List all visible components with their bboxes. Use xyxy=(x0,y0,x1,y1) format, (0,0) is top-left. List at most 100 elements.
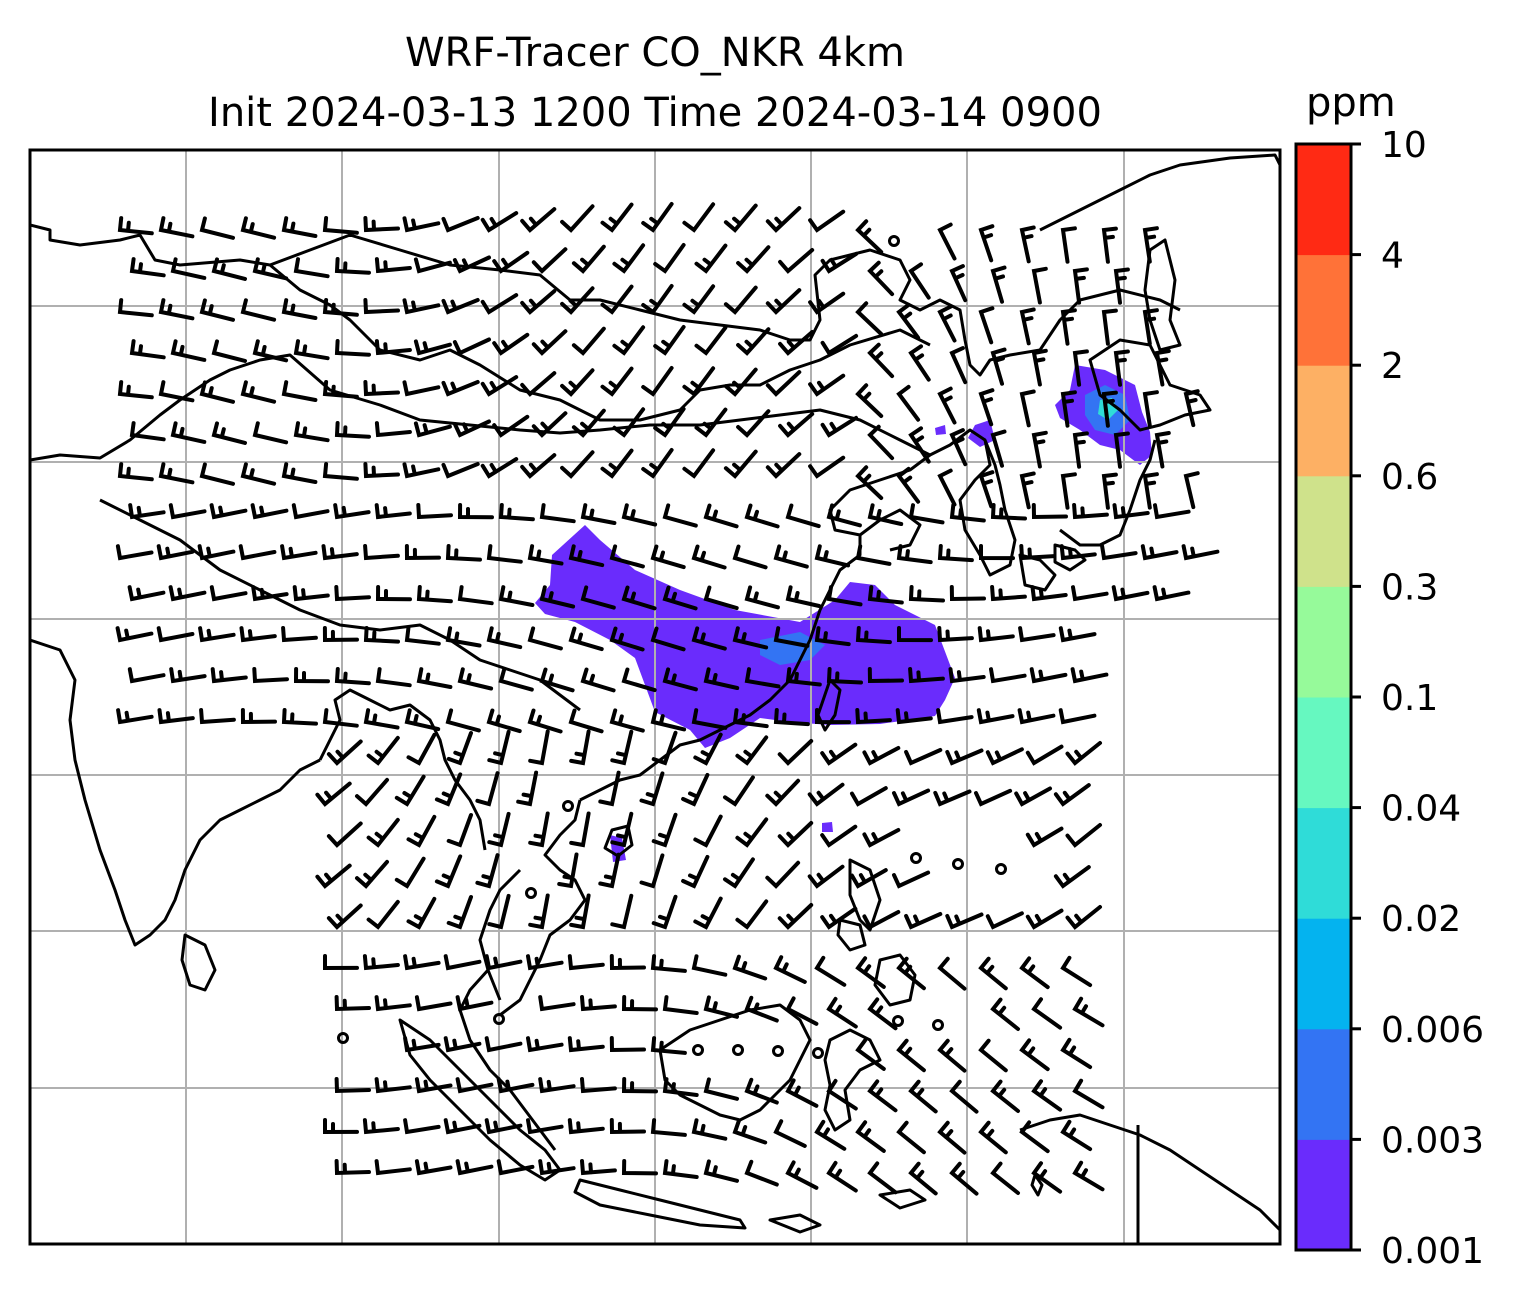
wind-barb xyxy=(334,339,371,357)
wind-barb xyxy=(452,255,491,274)
wind-barb xyxy=(539,585,576,609)
wind-barb xyxy=(363,626,400,644)
wind-barb xyxy=(600,202,634,233)
wind-barb xyxy=(362,954,400,971)
wind-barb xyxy=(609,1036,646,1053)
wind-barb xyxy=(445,708,481,733)
wind-barb xyxy=(1031,430,1048,469)
wind-barb xyxy=(129,339,166,360)
wind-barb xyxy=(650,954,687,973)
map-title-line2: Init 2024-03-13 1200 Time 2024-03-14 090… xyxy=(208,90,1102,136)
wind-barb xyxy=(653,325,686,356)
wind-barb xyxy=(1031,1079,1063,1112)
wind-barb xyxy=(826,585,863,607)
wind-barb xyxy=(653,407,686,438)
wind-barb xyxy=(867,1079,898,1113)
wind-barb xyxy=(363,216,400,233)
wind-barb xyxy=(526,1118,564,1135)
wind-barb xyxy=(1060,226,1077,264)
wind-barb xyxy=(402,298,441,315)
wind-barb xyxy=(732,1118,768,1145)
wind-barb xyxy=(850,868,888,889)
wind-barb xyxy=(612,325,646,356)
wind-barb xyxy=(374,339,412,356)
wind-barb xyxy=(326,903,363,930)
wind-barb xyxy=(375,667,412,688)
wind-barb xyxy=(560,286,595,315)
wind-barb xyxy=(280,544,318,561)
wind-barb xyxy=(985,911,1024,930)
wind-barb xyxy=(612,407,646,438)
wind-barb xyxy=(1058,708,1097,725)
wind-barb xyxy=(199,298,235,322)
wind-barb xyxy=(355,777,389,807)
wind-barb xyxy=(568,544,605,568)
wind-barb xyxy=(434,772,463,807)
colorbar-segment xyxy=(1296,254,1351,366)
wind-barb xyxy=(117,462,154,482)
wind-barb xyxy=(621,995,658,1012)
wind-barb xyxy=(211,339,247,363)
wind-barb xyxy=(239,626,277,643)
wind-barb xyxy=(897,626,933,643)
wind-barb xyxy=(580,1159,617,1176)
wind-barb xyxy=(867,260,895,297)
wind-barb xyxy=(855,708,892,725)
calm-wind-circle xyxy=(892,1015,904,1027)
wind-barb xyxy=(334,585,371,602)
wind-barb xyxy=(363,380,400,397)
wind-barb xyxy=(475,853,500,889)
wind-barb xyxy=(650,1036,687,1055)
wind-barb xyxy=(496,1159,535,1176)
wind-barb xyxy=(1019,544,1056,561)
wind-barb xyxy=(765,288,802,315)
wind-barb xyxy=(156,626,195,643)
wind-barb xyxy=(1154,431,1171,469)
wind-barb xyxy=(736,245,771,274)
malay-peninsula xyxy=(458,968,557,1151)
wind-barb xyxy=(567,1036,605,1053)
wind-barb xyxy=(610,893,634,930)
wind-barb xyxy=(1111,585,1150,602)
calm-wind-markers xyxy=(337,235,1007,1059)
wind-barb xyxy=(334,257,371,275)
wind-barb xyxy=(413,421,452,438)
wind-barb xyxy=(990,997,1020,1031)
wind-barb xyxy=(531,411,568,438)
colorbar-tick-label: 0.003 xyxy=(1381,1120,1484,1161)
wind-barb xyxy=(1101,308,1118,346)
wind-barb xyxy=(115,544,154,561)
wind-barb xyxy=(452,337,491,356)
wind-barb xyxy=(487,893,511,930)
wind-barb xyxy=(694,243,728,274)
wind-barb xyxy=(785,1078,819,1108)
wind-barb xyxy=(1017,708,1056,725)
wind-barb xyxy=(867,342,895,379)
mongolia-border xyxy=(269,263,931,422)
wind-barb xyxy=(406,896,437,930)
wind-barb xyxy=(732,626,769,650)
wind-barb xyxy=(291,503,330,520)
wind-barb xyxy=(434,854,463,889)
calm-wind-circle xyxy=(910,852,922,864)
calm-wind-circle xyxy=(952,858,964,870)
wind-barb xyxy=(240,380,277,404)
wind-barb xyxy=(322,708,359,728)
wind-barb xyxy=(896,1038,926,1073)
wind-barb xyxy=(785,585,822,608)
wind-barb xyxy=(199,380,235,404)
wind-barb xyxy=(403,954,441,971)
wind-barb xyxy=(374,257,412,274)
wind-barb xyxy=(334,667,371,686)
wind-barb xyxy=(446,813,473,848)
wind-barb xyxy=(402,380,441,397)
wind-barb xyxy=(498,503,535,522)
wind-barb xyxy=(691,1118,728,1141)
wind-barb xyxy=(1153,503,1191,520)
wind-barb xyxy=(1101,472,1118,510)
wind-barb xyxy=(662,1077,699,1097)
wind-barb xyxy=(251,585,289,602)
wind-barb xyxy=(703,503,739,529)
wind-barb xyxy=(1181,544,1220,561)
wind-barb xyxy=(735,817,769,848)
